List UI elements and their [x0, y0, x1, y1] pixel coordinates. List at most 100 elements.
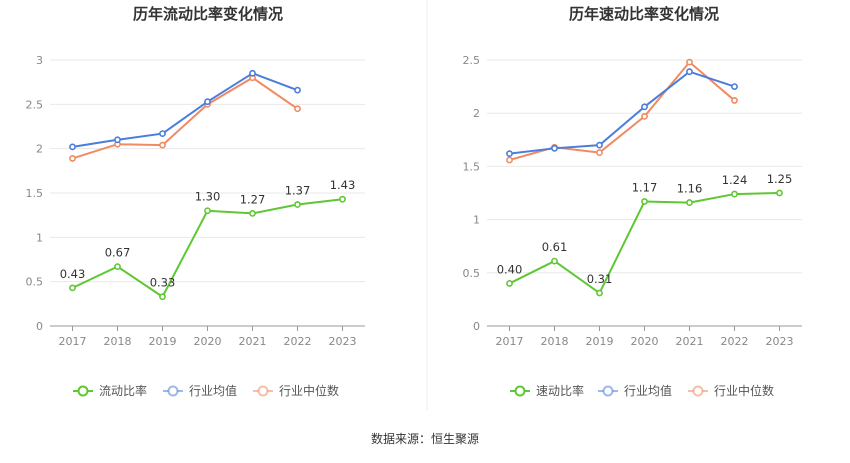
legend-marker [257, 385, 269, 397]
legend-marker [602, 385, 614, 397]
data-label: 1.37 [285, 184, 311, 198]
data-label: 0.33 [150, 276, 176, 290]
data-point-avg [641, 103, 648, 111]
legend-label: 流动比率 [99, 383, 147, 398]
data-label: 1.16 [677, 182, 703, 196]
x-tick-label: 2021 [676, 335, 704, 348]
legend-marker [514, 385, 526, 397]
data-point-company [249, 209, 256, 217]
current-ratio-chart: 历年流动比率变化情况 0 0.5 1 1.5 2 2.5 3 2017 2018 2019 2020… [26, 5, 365, 398]
data-point-avg [69, 143, 76, 151]
data-point-median [159, 141, 166, 149]
y-tick-label: 0 [473, 320, 480, 333]
data-point-avg [731, 83, 738, 90]
data-point-median [506, 156, 513, 164]
quick-ratio-chart: 历年速动比率变化情况 0 0.5 1 1.5 2 2.5 2017 2018 2019 2020 2… [463, 5, 802, 398]
data-point-company [159, 293, 166, 301]
data-point-avg [204, 98, 211, 106]
legend-item-company: 流动比率 [73, 383, 147, 398]
legend-item-avg: 行业均值 [163, 383, 237, 398]
y-tick-label: 2.5 [463, 54, 481, 67]
data-point-company [339, 195, 346, 203]
x-tick-label: 2019 [586, 335, 614, 348]
data-point-company [776, 189, 783, 197]
y-tick-label: 1.5 [26, 187, 44, 200]
data-label: 0.61 [542, 240, 568, 254]
data-point-company [294, 201, 301, 208]
series-line-avg [72, 72, 298, 148]
data-point-median [641, 112, 648, 120]
x-tick-label: 2019 [149, 335, 177, 348]
legend-label: 行业均值 [189, 383, 237, 398]
legend-marker [77, 385, 89, 397]
data-point-avg [159, 130, 166, 137]
data-point-company [69, 284, 76, 292]
data-point-company [551, 257, 558, 265]
data-point-median [686, 58, 693, 66]
data-label: 1.24 [722, 173, 748, 187]
y-tick-label: 3 [36, 54, 43, 67]
legend-marker [692, 385, 704, 397]
data-point-avg [506, 150, 513, 158]
data-label: 1.43 [330, 178, 356, 192]
data-point-company [731, 190, 738, 198]
data-label: 1.27 [240, 192, 266, 206]
data-point-company [641, 198, 648, 205]
legend-label: 行业中位数 [279, 383, 339, 398]
series-line-avg [509, 70, 735, 155]
data-source: 数据来源：恒生聚源 [371, 431, 479, 446]
legend-label: 速动比率 [536, 383, 584, 398]
legend-label: 行业均值 [624, 383, 672, 398]
legend-item-avg: 行业均值 [598, 383, 672, 398]
data-point-company [506, 280, 513, 287]
y-tick-label: 0.5 [26, 276, 44, 289]
data-point-avg [686, 68, 693, 76]
y-tick-label: 1 [36, 231, 43, 244]
legend-item-company: 速动比率 [510, 383, 584, 398]
chart-title: 历年速动比率变化情况 [569, 5, 719, 23]
data-label: 0.31 [587, 272, 613, 286]
x-tick-label: 2017 [496, 335, 524, 348]
y-tick-label: 1.5 [463, 160, 481, 173]
y-tick-label: 1 [473, 214, 480, 227]
data-point-avg [249, 69, 256, 77]
data-label: 0.67 [105, 246, 131, 260]
data-label: 1.25 [767, 172, 793, 186]
data-point-company [114, 263, 121, 270]
data-label: 1.17 [632, 181, 658, 195]
y-tick-label: 2 [36, 143, 43, 156]
legend-label: 行业中位数 [714, 383, 774, 398]
x-tick-label: 2020 [194, 335, 222, 348]
y-tick-label: 0.5 [463, 267, 481, 280]
x-tick-label: 2023 [766, 335, 794, 348]
chart-title: 历年流动比率变化情况 [133, 5, 283, 23]
x-tick-label: 2020 [631, 335, 659, 348]
data-label: 0.40 [497, 262, 523, 276]
y-tick-label: 0 [36, 320, 43, 333]
x-tick-label: 2018 [541, 335, 569, 348]
data-point-median [731, 97, 738, 104]
x-tick-label: 2017 [59, 335, 87, 348]
y-tick-label: 2 [473, 107, 480, 120]
series-line-median [72, 76, 299, 160]
data-point-avg [294, 86, 301, 94]
legend-item-median: 行业中位数 [688, 383, 774, 398]
x-tick-label: 2018 [104, 335, 132, 348]
data-label: 0.43 [60, 267, 86, 281]
data-point-avg [551, 144, 558, 152]
x-tick-label: 2021 [239, 335, 267, 348]
x-tick-label: 2022 [284, 335, 312, 348]
legend-item-median: 行业中位数 [253, 383, 339, 398]
data-point-median [294, 105, 301, 113]
x-tick-label: 2022 [721, 335, 749, 348]
data-point-company [204, 207, 211, 215]
y-tick-label: 2.5 [26, 98, 44, 111]
legend-marker [167, 385, 179, 397]
data-point-median [69, 155, 76, 162]
data-point-company [596, 289, 603, 297]
series-line-median [509, 60, 736, 161]
data-point-avg [114, 136, 121, 144]
x-tick-label: 2023 [329, 335, 357, 348]
